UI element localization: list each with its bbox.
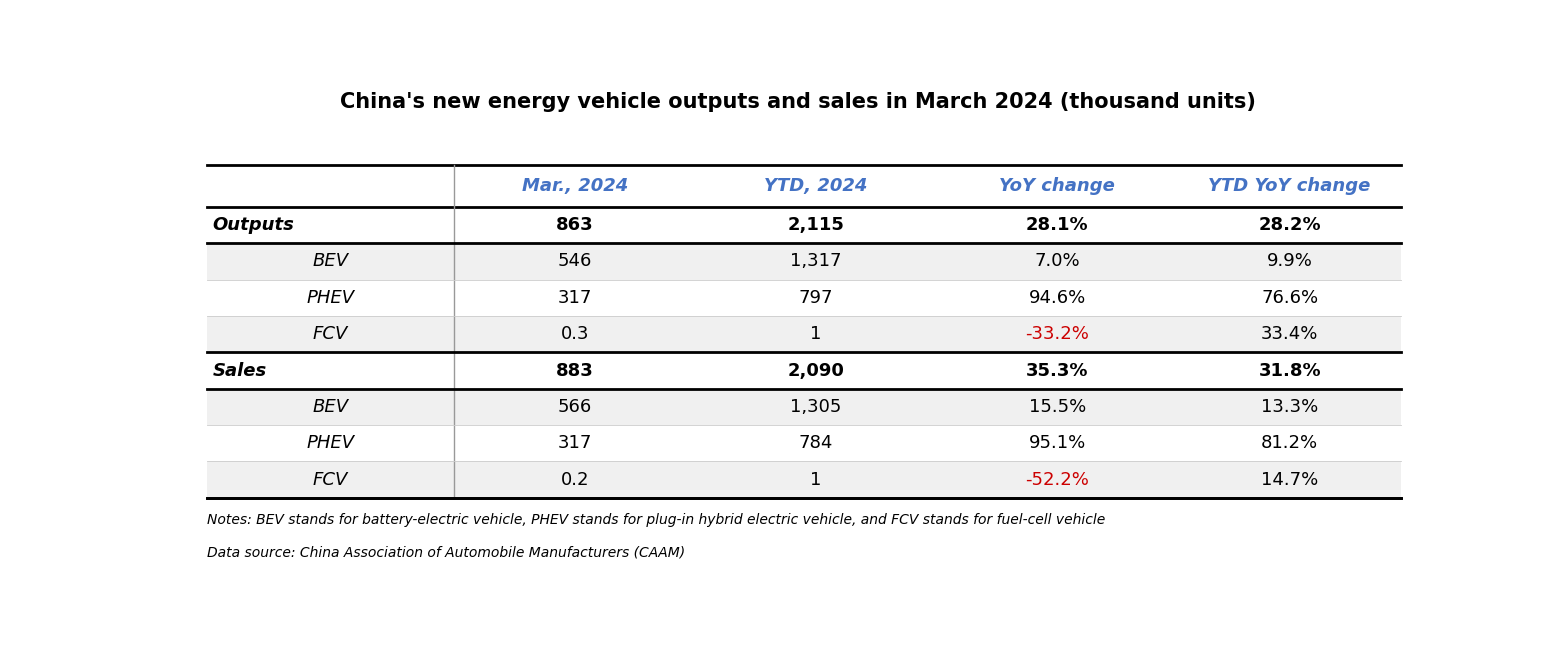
Text: Sales: Sales [213, 362, 266, 380]
Text: 784: 784 [799, 434, 833, 452]
Text: 863: 863 [556, 216, 593, 234]
Text: 0.2: 0.2 [561, 471, 589, 488]
Text: 546: 546 [557, 253, 592, 271]
Text: Data source: China Association of Automobile Manufacturers (CAAM): Data source: China Association of Automo… [207, 545, 685, 559]
Bar [207, 352, 1401, 389]
Text: 31.8%: 31.8% [1258, 362, 1320, 380]
Bar [207, 389, 1401, 425]
Text: BEV: BEV [313, 253, 349, 271]
Text: BEV: BEV [313, 398, 349, 416]
Text: YTD YoY change: YTD YoY change [1208, 177, 1370, 194]
Text: YTD, 2024: YTD, 2024 [764, 177, 867, 194]
Text: China's new energy vehicle outputs and sales in March 2024 (thousand units): China's new energy vehicle outputs and s… [339, 92, 1256, 112]
Text: Outputs: Outputs [213, 216, 294, 234]
Text: 94.6%: 94.6% [1029, 289, 1087, 307]
Text: 2,115: 2,115 [788, 216, 844, 234]
Bar [207, 316, 1401, 352]
Text: 0.3: 0.3 [561, 325, 589, 343]
Bar [207, 207, 1401, 244]
Bar [207, 280, 1401, 316]
Text: 1: 1 [810, 325, 822, 343]
Text: Notes: BEV stands for battery-electric vehicle, PHEV stands for plug-in hybrid e: Notes: BEV stands for battery-electric v… [207, 513, 1105, 526]
Text: 35.3%: 35.3% [1026, 362, 1088, 380]
Text: 2,090: 2,090 [788, 362, 844, 380]
Text: 883: 883 [556, 362, 593, 380]
Text: FCV: FCV [313, 471, 349, 488]
Bar [207, 461, 1401, 498]
Text: 7.0%: 7.0% [1034, 253, 1081, 271]
Text: YoY change: YoY change [1000, 177, 1115, 194]
Bar [207, 244, 1401, 280]
Text: PHEV: PHEV [307, 289, 355, 307]
Text: FCV: FCV [313, 325, 349, 343]
Text: 15.5%: 15.5% [1029, 398, 1087, 416]
Text: PHEV: PHEV [307, 434, 355, 452]
Text: 28.2%: 28.2% [1258, 216, 1320, 234]
Text: 317: 317 [557, 434, 592, 452]
Text: 14.7%: 14.7% [1261, 471, 1319, 488]
Text: 1: 1 [810, 471, 822, 488]
Text: Mar., 2024: Mar., 2024 [522, 177, 627, 194]
Text: 317: 317 [557, 289, 592, 307]
Bar [207, 425, 1401, 461]
Text: 28.1%: 28.1% [1026, 216, 1088, 234]
Text: 566: 566 [557, 398, 592, 416]
Text: 1,317: 1,317 [791, 253, 842, 271]
Text: 81.2%: 81.2% [1261, 434, 1319, 452]
Text: 9.9%: 9.9% [1267, 253, 1313, 271]
Text: 797: 797 [799, 289, 833, 307]
Text: -33.2%: -33.2% [1026, 325, 1090, 343]
Text: 33.4%: 33.4% [1261, 325, 1319, 343]
Text: 95.1%: 95.1% [1029, 434, 1087, 452]
Text: -52.2%: -52.2% [1026, 471, 1090, 488]
Text: 13.3%: 13.3% [1261, 398, 1319, 416]
Text: 1,305: 1,305 [791, 398, 842, 416]
Text: 76.6%: 76.6% [1261, 289, 1319, 307]
